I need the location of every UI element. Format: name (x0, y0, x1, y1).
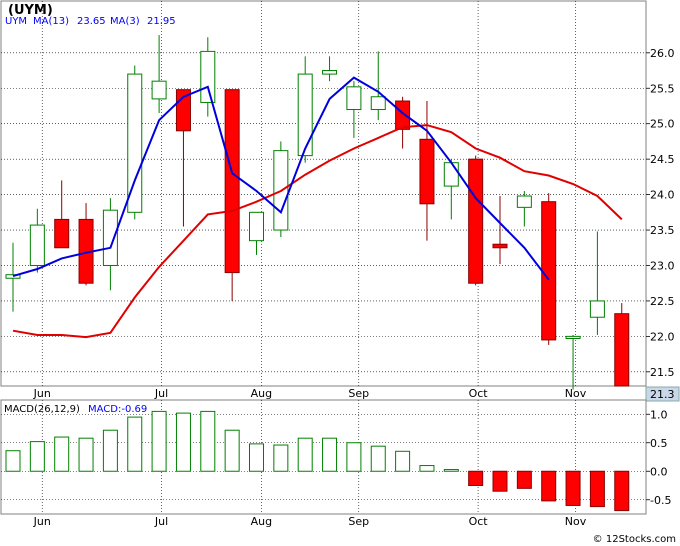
month-label: Oct (469, 515, 489, 528)
candle-body (541, 201, 557, 341)
candle-body (151, 80, 167, 100)
candle-body (322, 70, 338, 75)
month-label: Jul (154, 515, 168, 528)
macd-title: MACD(26,12,9) (4, 404, 80, 415)
macd-bar (249, 443, 264, 472)
month-label: Jun (33, 515, 51, 528)
candle-body (29, 224, 45, 266)
macd-bar (443, 469, 459, 472)
month-label: Nov (565, 515, 587, 528)
price-tick-label: 22.0 (650, 330, 675, 343)
ma13-line (12, 76, 550, 281)
price-tick-label: 24.0 (650, 189, 675, 202)
macd-bar (127, 416, 143, 472)
last-price-badge (645, 386, 680, 402)
legend-symbol: UYM (5, 16, 27, 27)
macd-bar (78, 437, 94, 472)
candle-body (589, 300, 605, 318)
month-label: Nov (565, 387, 587, 400)
month-label: Sep (348, 515, 369, 528)
macd-bar (516, 470, 532, 489)
macd-bars (5, 410, 630, 512)
candle-body (200, 50, 216, 103)
macd-bar (54, 436, 70, 472)
macd-bar (200, 410, 216, 472)
candle-body (492, 243, 508, 249)
candle-body (54, 218, 70, 249)
candle-body (5, 274, 21, 279)
month-label: Jun (33, 387, 51, 400)
price-axis: 21.5 22.0 22.5 23.0 23.5 24.0 24.5 25.0 25.5 26.0… (33, 47, 675, 400)
macd-bar (175, 412, 191, 472)
legend-ma13-value: 23.65 (77, 16, 106, 27)
candle-body (346, 86, 362, 111)
copyright-footer: © 12Stocks.com (593, 534, 676, 545)
ticker-label: (UYM) (8, 3, 53, 18)
candle-body (443, 162, 459, 187)
macd-bar (541, 470, 557, 502)
macd-bar (273, 444, 289, 472)
candle-body (468, 158, 484, 284)
price-tick-label: 22.5 (650, 295, 675, 308)
last-price-value: 21.3 (650, 388, 675, 401)
candle-body (127, 73, 143, 213)
legend: UYM MA(13) 23.65 MA(3) 21.95 (5, 16, 176, 27)
month-label: Jul (154, 387, 168, 400)
price-tick-label: 26.0 (650, 47, 675, 60)
macd-bar (29, 441, 45, 472)
candle-body (249, 211, 264, 242)
candle-body (395, 100, 411, 130)
legend-ma3-value: 21.95 (147, 16, 176, 27)
moving-averages (12, 76, 623, 339)
candle-body (565, 335, 581, 340)
legend-ma3-label: MA(3) (110, 16, 140, 27)
macd-bar (565, 470, 581, 506)
macd-value: MACD:-0.69 (88, 404, 147, 415)
macd-bar (589, 470, 605, 508)
legend-ma13-label: MA(13) (33, 16, 69, 27)
macd-bar (419, 465, 435, 472)
macd-axis: Jun Jul Aug Sep Oct Nov 1.0 0.5 0.0 -0.5 (33, 408, 672, 528)
macd-bar (346, 442, 362, 472)
macd-bar (151, 410, 167, 472)
candle-body (224, 89, 240, 274)
price-tick-label: 25.0 (650, 118, 675, 131)
price-tick-label: 24.5 (650, 153, 675, 166)
price-tick-label: 25.5 (650, 82, 675, 95)
candle-body (516, 195, 532, 208)
candle-body (419, 138, 435, 205)
macd-tick-label: 1.0 (650, 408, 668, 421)
month-label: Sep (348, 387, 369, 400)
macd-bar (322, 437, 338, 472)
macd-bar (468, 470, 484, 486)
month-label: Aug (251, 515, 272, 528)
macd-bar (492, 470, 508, 492)
macd-tick-label: 0.5 (650, 437, 668, 450)
price-tick-label: 21.5 (650, 366, 675, 379)
macd-tick-label: -0.5 (650, 494, 671, 507)
candle-body (614, 313, 630, 387)
macd-bar (5, 450, 21, 472)
ma3-line (12, 124, 623, 339)
month-label: Aug (251, 387, 272, 400)
candle-body (102, 209, 118, 266)
macd-bar (224, 429, 240, 472)
candle-body (297, 73, 313, 157)
price-panel-frame (0, 0, 647, 387)
macd-bar (297, 437, 313, 472)
macd-tick-label: 0.0 (650, 465, 668, 478)
candle-body (370, 96, 386, 111)
price-tick-label: 23.5 (650, 224, 675, 237)
price-tick-label: 23.0 (650, 259, 675, 272)
macd-bar (395, 450, 411, 472)
macd-bar (370, 445, 386, 472)
macd-bar (614, 470, 630, 512)
macd-bar (102, 429, 118, 472)
month-label: Oct (469, 387, 489, 400)
